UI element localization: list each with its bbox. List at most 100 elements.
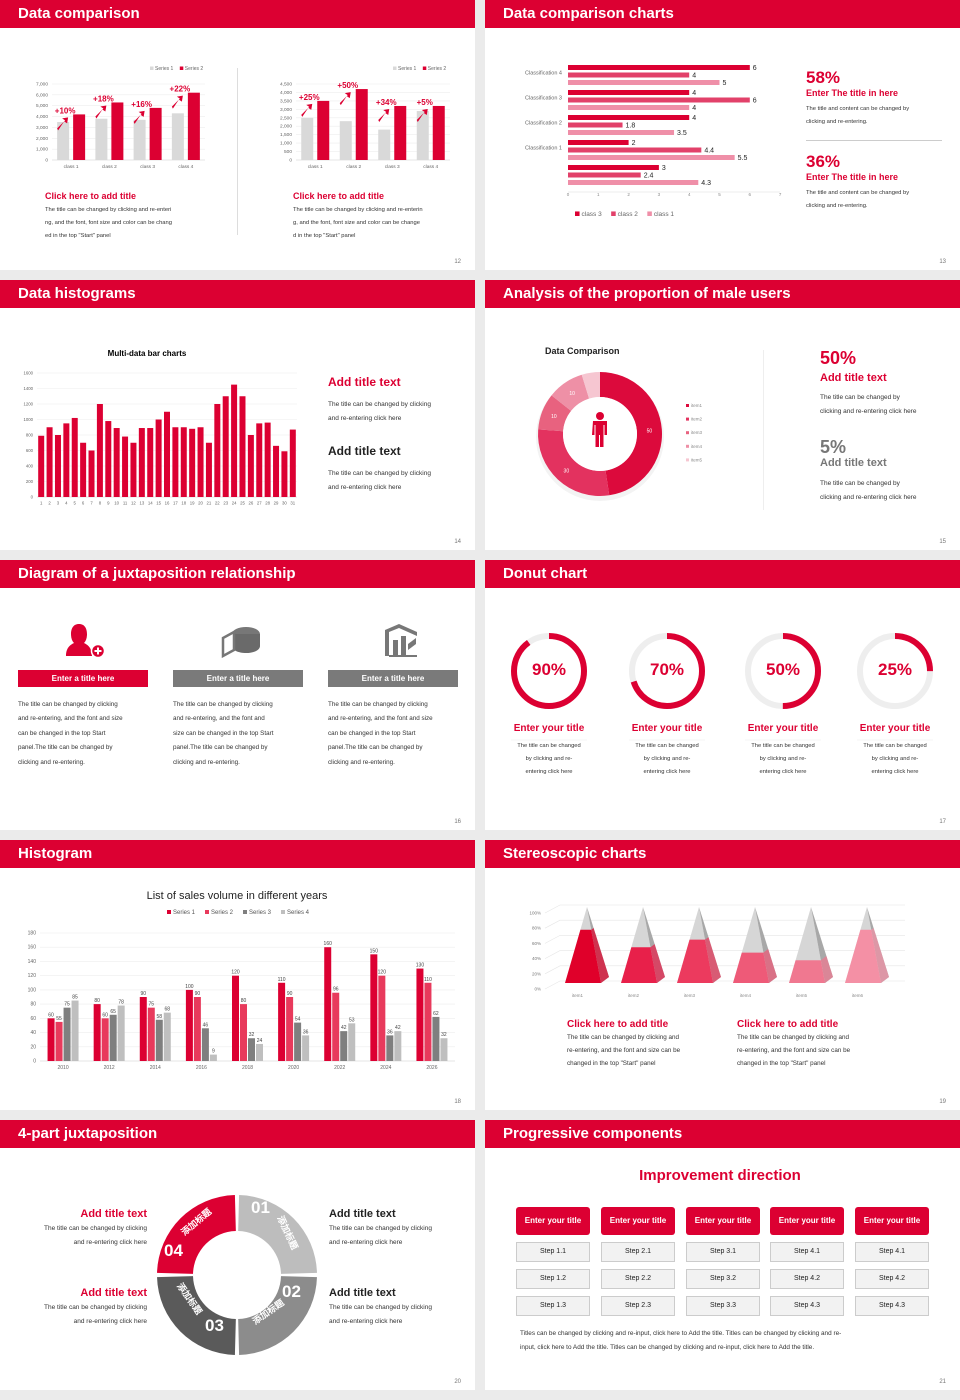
text-block[interactable]: Add title text The title can be changed b… <box>329 1208 432 1250</box>
line: panel.The title can be changed by <box>18 744 113 752</box>
text-body[interactable]: The title can be changed by clicking and … <box>328 467 431 495</box>
title-bar[interactable]: Enter a title here <box>18 670 148 687</box>
line: and re-entering, and the font and <box>173 715 265 723</box>
line: clicking and re-entering. <box>18 758 85 766</box>
title-bar[interactable]: Enter a title here <box>328 670 458 687</box>
stat-body[interactable]: The title can be changed by clicking and … <box>820 477 916 505</box>
slide-19: Stereoscopic charts 19 <box>485 840 960 1110</box>
line: re-entering, and the font and size can b… <box>567 1047 681 1054</box>
step-box[interactable]: Step 2.3 <box>601 1296 675 1316</box>
line: d in the top "Start" panel <box>293 233 356 239</box>
chart-title: List of sales volume in different years <box>146 890 328 902</box>
slide-20: 4-part juxtaposition 20 <box>0 1120 475 1390</box>
text-block[interactable]: Click here to add title The title can be … <box>737 1019 850 1070</box>
text-heading: Add title text <box>329 1287 396 1299</box>
stat-heading[interactable]: Enter The title in here <box>806 88 899 98</box>
line: and re-entering click here <box>328 415 402 422</box>
ring-percent: 90% <box>531 660 567 679</box>
page-number: 21 <box>939 1379 946 1385</box>
text-block[interactable]: Click here to add title The title can be … <box>567 1019 680 1070</box>
step-box[interactable]: Step 4.1 <box>770 1242 844 1262</box>
ring-card[interactable]: Enter your title The title can be changed… <box>733 723 833 779</box>
text-heading: Click here to add title <box>567 1019 669 1030</box>
slide-title: Histogram <box>0 840 475 868</box>
ring-card[interactable]: Enter your title The title can be changed… <box>617 723 717 779</box>
text-body[interactable]: The title can be changed by clicking and… <box>293 204 423 243</box>
text-block[interactable]: Add title text The title can be changed b… <box>44 1287 147 1329</box>
line: clicking and re-entering. <box>806 203 868 209</box>
line: The title can be changed by clicking <box>329 1304 432 1311</box>
text-heading[interactable]: Add title text <box>328 375 401 389</box>
line: The title and content can be changed by <box>806 106 910 112</box>
line: and re-entering click here <box>73 1239 147 1246</box>
step-column: Enter your title Step 3.1 Step 3.2 Step 3.3 <box>686 1207 760 1316</box>
ring-percent: 70% <box>649 660 685 679</box>
line: The title can be changed by clicking and <box>737 1034 850 1041</box>
stat-heading[interactable]: Add title text <box>820 457 887 469</box>
column-title[interactable]: Enter your title <box>601 1207 675 1235</box>
text-block[interactable]: Add title text The title can be changed b… <box>329 1287 432 1329</box>
text-heading[interactable]: Add title text <box>328 444 401 458</box>
text-heading[interactable]: Click here to add title <box>293 191 385 201</box>
text-body[interactable]: The title can be changed by clicking and … <box>173 698 273 770</box>
ring-card[interactable]: Enter your title The title can be changed… <box>845 723 945 779</box>
text-body[interactable]: The title can be changed by clicking and … <box>328 398 431 426</box>
column-title[interactable]: Enter your title <box>855 1207 929 1235</box>
line: entering click here <box>759 769 807 775</box>
line: clicking and re-entering. <box>328 758 395 766</box>
segment-number: 02 <box>282 1282 301 1301</box>
line: by clicking and re- <box>643 756 691 762</box>
divider <box>806 140 942 141</box>
slide-title: Data comparison <box>0 0 475 28</box>
step-box[interactable]: Step 4.3 <box>770 1296 844 1316</box>
line: The title can be changed by clicking <box>328 470 431 477</box>
column-title[interactable]: Enter your title <box>770 1207 844 1235</box>
slide-17: Donut chart 17 <box>485 560 960 830</box>
text-block[interactable]: Add title text The title can be changed b… <box>44 1208 147 1250</box>
footnote[interactable]: Titles can be changed by clicking and re… <box>520 1327 841 1355</box>
step-box[interactable]: Step 2.1 <box>601 1242 675 1262</box>
step-box[interactable]: Step 1.1 <box>516 1242 590 1262</box>
text-body[interactable]: The title can be changed by clicking and… <box>45 204 172 243</box>
step-box[interactable]: Step 4.2 <box>855 1269 929 1289</box>
line: re-entering, and the font and size can b… <box>737 1047 851 1054</box>
column-title[interactable]: Enter your title <box>516 1207 590 1235</box>
ring-card[interactable]: Enter your title The title can be changed… <box>499 723 599 779</box>
step-box[interactable]: Step 2.2 <box>601 1269 675 1289</box>
step-box[interactable]: Step 3.1 <box>686 1242 760 1262</box>
stat-body[interactable]: The title can be changed by clicking and … <box>820 391 916 419</box>
divider <box>763 350 764 510</box>
line: entering click here <box>871 769 919 775</box>
step-box[interactable]: Step 1.2 <box>516 1269 590 1289</box>
column-title[interactable]: Enter your title <box>686 1207 760 1235</box>
line: The title can be changed by clicking <box>173 701 273 708</box>
text-body[interactable]: The title can be changed by clicking and … <box>328 698 433 770</box>
step-box[interactable]: Step 3.3 <box>686 1296 760 1316</box>
line: entering click here <box>525 769 573 775</box>
step-box[interactable]: Step 4.1 <box>855 1242 929 1262</box>
stat-heading[interactable]: Enter The title in here <box>806 172 899 182</box>
line: The title can be changed by <box>820 480 900 487</box>
line: and re-entering, and the font and size <box>328 715 433 723</box>
step-box[interactable]: Step 4.2 <box>770 1269 844 1289</box>
stat-body[interactable]: The title and content can be changed by c… <box>806 187 909 213</box>
step-box[interactable]: Step 4.3 <box>855 1296 929 1316</box>
line: The title can be changed <box>863 743 927 749</box>
step-box[interactable]: Step 3.2 <box>686 1269 760 1289</box>
page-number: 15 <box>939 539 946 545</box>
text-heading: Click here to add title <box>737 1019 839 1030</box>
line: The title can be changed <box>517 743 581 749</box>
stat-value: 58% <box>806 68 841 87</box>
title-bar[interactable]: Enter a title here <box>173 670 303 687</box>
step-box[interactable]: Step 1.3 <box>516 1296 590 1316</box>
text-heading: Add title text <box>329 1208 396 1220</box>
stat-body[interactable]: The title and content can be changed by c… <box>806 103 909 129</box>
text-body[interactable]: The title can be changed by clicking and … <box>18 698 123 770</box>
slide-16: Diagram of a juxtaposition relationship 1… <box>0 560 475 830</box>
stat-heading[interactable]: Add title text <box>820 372 887 384</box>
text-heading: Add title text <box>80 1287 147 1299</box>
slide-title: Stereoscopic charts <box>485 840 960 868</box>
text-heading[interactable]: Click here to add title <box>45 191 137 201</box>
step-column: Enter your title Step 1.1 Step 1.2 Step 1.3 <box>516 1207 590 1316</box>
card-heading: Enter your title <box>747 723 819 734</box>
